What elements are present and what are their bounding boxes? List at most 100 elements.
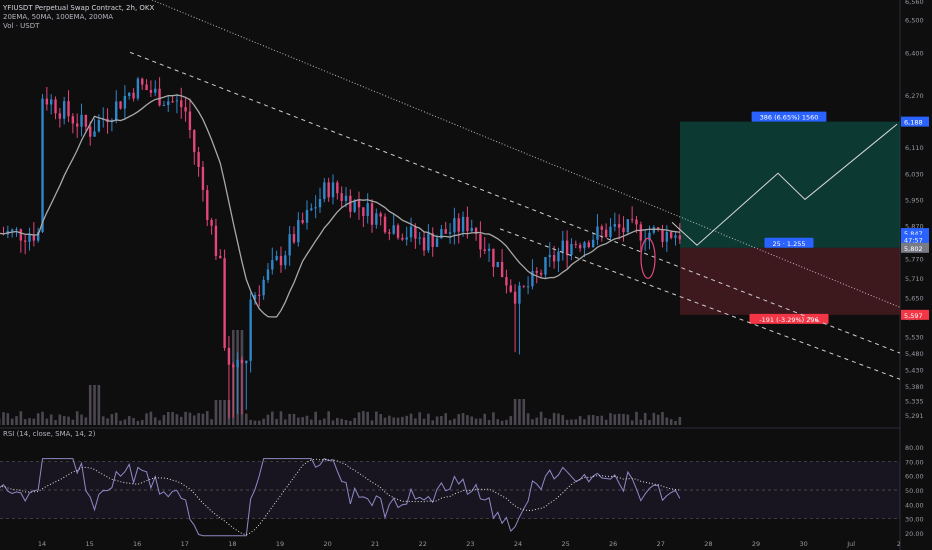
candle-body [292, 234, 296, 243]
price-badge-bg [901, 234, 929, 245]
rsi-panel [0, 457, 900, 537]
candle-body [457, 218, 460, 232]
candle-body [414, 226, 417, 239]
entry-label: 25 · 1.255 [772, 240, 805, 248]
volume-bar [626, 414, 630, 425]
volume-bar [518, 399, 521, 425]
volume-bar [487, 420, 491, 425]
volume-bar [305, 415, 309, 425]
candle-body [197, 152, 200, 167]
price-tick-label: 6,030 [905, 170, 924, 178]
price-tick-label: 6,270 [905, 92, 924, 100]
volume-bar [197, 413, 200, 425]
candle-body [418, 237, 421, 239]
volume-bar [570, 419, 573, 425]
candle-body [201, 166, 205, 191]
volume-bar [279, 411, 283, 425]
volume-bar [336, 417, 339, 425]
candle-body [574, 243, 577, 245]
volume-bar [6, 413, 10, 425]
candle-body [301, 220, 304, 223]
candle-body [405, 237, 408, 240]
volume-bar [669, 419, 673, 425]
volume-bar [119, 420, 122, 425]
volume-bar [127, 416, 131, 425]
candle-body [509, 285, 512, 292]
candle-body [448, 232, 452, 234]
volume-bar [466, 415, 469, 425]
price-badge: 5,597 [904, 312, 923, 320]
volume-bar [379, 413, 382, 425]
volume-bar [414, 418, 417, 425]
volume-bar [474, 418, 478, 425]
candle-body [227, 347, 231, 365]
volume-bar [110, 414, 114, 425]
candle-body [175, 100, 179, 102]
volume-bar [366, 411, 369, 425]
long-position-tool[interactable]: 386 (6.65%) 1560 25 · 1.255 -191 (-3.29%) … [680, 111, 900, 324]
candle-body [422, 237, 426, 251]
rsi-tick-label: 20.00 [905, 530, 924, 538]
volume-bar [418, 412, 422, 425]
volume-bar [613, 414, 617, 425]
trendlines[interactable] [129, 0, 901, 380]
candle-body [49, 99, 53, 105]
candle-body [440, 229, 443, 239]
candle-body [297, 220, 300, 243]
candle-body [427, 233, 430, 251]
volume-bar [97, 385, 101, 425]
time-tick-label: 16 [133, 540, 141, 548]
volume-bars [0, 330, 682, 425]
candle-body [453, 218, 456, 233]
candle-body [214, 225, 218, 256]
volume-bar [297, 417, 300, 425]
candle-body [401, 237, 404, 240]
price-tick-label: 5,380 [905, 383, 924, 391]
candle-body [240, 359, 244, 364]
loss-zone [680, 247, 900, 315]
volume-bar [492, 412, 495, 425]
candle-body [249, 299, 252, 361]
price-tick-label: 5,480 [905, 350, 924, 358]
volume-bar [275, 418, 278, 425]
volume-bar [331, 420, 335, 425]
volume-bar [661, 411, 664, 425]
volume-bar [409, 413, 413, 425]
volume-bar [526, 413, 530, 425]
volume-bar [470, 416, 474, 425]
volume-bar [288, 413, 291, 425]
time-tick-label: 22 [419, 540, 427, 548]
entry-label-bg [764, 237, 814, 248]
volume-bar [158, 420, 161, 425]
volume-bar [500, 420, 504, 425]
volume-bar [353, 417, 356, 425]
rsi-tick-label: 70.00 [905, 458, 924, 466]
price-tick-label: 5,710 [905, 275, 924, 283]
candle-body [123, 95, 127, 109]
candle-body [470, 227, 473, 232]
volume-bar [292, 413, 296, 425]
time-tick-label: 23 [466, 540, 474, 548]
volume-bar [205, 411, 209, 425]
candle-body [379, 213, 382, 217]
volume-bar [496, 419, 500, 425]
volume-bar [461, 413, 465, 425]
volume-bar [249, 419, 252, 425]
candle-body [431, 233, 434, 247]
candle-body [678, 235, 682, 240]
candle-body [583, 242, 586, 249]
candle-body [669, 231, 673, 238]
candle-body [15, 229, 18, 231]
candle-body [609, 226, 612, 238]
volume-bar [405, 415, 409, 425]
candle-body [288, 234, 291, 256]
volume-bar [539, 411, 543, 425]
candle-body [344, 195, 348, 201]
volume-bar [513, 399, 517, 425]
volume-bar [218, 400, 222, 425]
candle-body [132, 92, 135, 99]
candle-body [548, 255, 551, 258]
stop-label-bg [749, 313, 829, 324]
volume-bar [210, 419, 213, 425]
time-tick-label: 30 [799, 540, 807, 548]
